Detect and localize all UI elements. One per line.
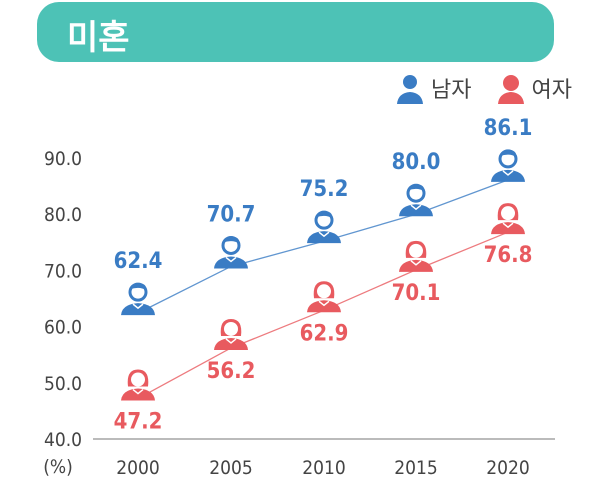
chart-title: 미혼 [67, 18, 130, 58]
y-tick-label: 90.0 [44, 148, 82, 170]
data-label: 70.7 [207, 202, 256, 227]
y-tick-label: 70.0 [44, 260, 82, 282]
x-tick-label: 2005 [209, 457, 253, 479]
male-person-icon [491, 149, 525, 182]
data-label: 70.1 [392, 281, 441, 306]
male-person-icon [307, 210, 341, 244]
shoulders [491, 222, 525, 235]
female-person-icon [121, 369, 155, 401]
female-person-icon [491, 203, 525, 235]
y-tick-label: 60.0 [44, 317, 82, 339]
y-tick-label: 50.0 [44, 373, 82, 395]
shoulders [214, 256, 248, 269]
legend-label-female: 여자 [531, 78, 572, 103]
female-person-icon [214, 318, 248, 350]
title-banner: 미혼 [37, 2, 554, 62]
data-label: 75.2 [300, 177, 349, 202]
face [317, 284, 331, 299]
data-label: 86.1 [484, 116, 533, 141]
shoulders [307, 300, 341, 313]
shoulders [214, 337, 248, 350]
female-person-icon [399, 240, 433, 272]
hair [500, 149, 517, 157]
collar [410, 260, 422, 266]
collar [502, 170, 514, 176]
shoulders [307, 231, 341, 244]
x-tick-label: 2000 [116, 457, 160, 479]
legend: 남자 여자 [395, 72, 572, 104]
y-tick-label: 40.0 [44, 429, 82, 451]
collar [502, 222, 514, 229]
data-label: 47.2 [114, 410, 163, 435]
collar [318, 300, 330, 307]
x-tick-label: 2020 [486, 457, 530, 479]
legend-label-male: 남자 [431, 78, 472, 103]
hair [130, 282, 147, 291]
collar [132, 388, 144, 395]
x-tick-label: 2010 [302, 457, 346, 479]
data-label: 56.2 [207, 359, 256, 384]
hair [223, 236, 240, 244]
hair [316, 211, 333, 219]
shoulders [491, 169, 525, 182]
face [501, 206, 515, 221]
face [131, 372, 145, 387]
female-person-icon [497, 75, 524, 104]
data-label: 62.9 [300, 321, 349, 346]
data-label: 80.0 [392, 150, 441, 175]
collar [318, 231, 330, 238]
male-person-icon [397, 75, 424, 104]
female-person-icon [307, 281, 341, 313]
data-label: 62.4 [114, 249, 163, 274]
shoulders [399, 259, 433, 272]
male-person-icon [121, 282, 155, 316]
y-axis-label: (%) [43, 456, 73, 478]
data-label: 76.8 [484, 243, 533, 268]
collar [132, 303, 144, 310]
shoulders [121, 388, 155, 401]
face [409, 243, 423, 258]
female-series-line [137, 231, 509, 400]
collar [410, 204, 422, 211]
male-person-icon [399, 183, 433, 217]
shoulders [399, 204, 433, 217]
x-tick-label: 2015 [394, 457, 438, 479]
male-person-icon [214, 235, 248, 269]
collar [225, 256, 237, 263]
hair [408, 184, 425, 192]
collar [225, 338, 237, 344]
y-tick-label: 80.0 [44, 204, 82, 226]
shoulders [121, 303, 155, 316]
face [224, 321, 238, 336]
